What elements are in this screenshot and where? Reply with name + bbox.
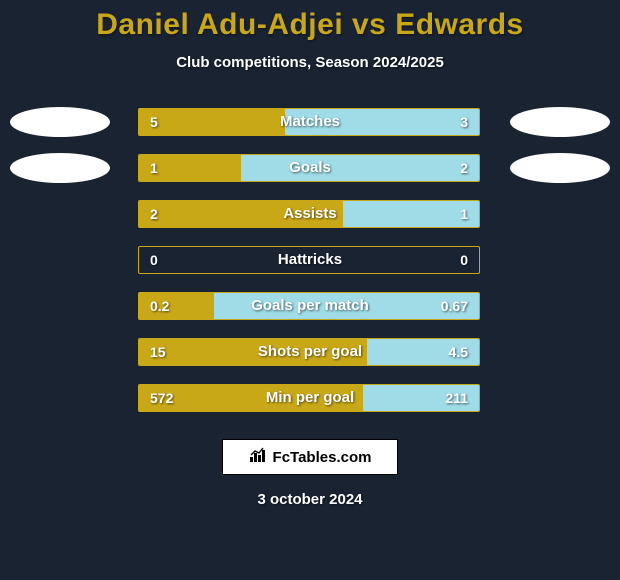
stat-label: Min per goal (0, 384, 620, 412)
stat-label: Hattricks (0, 246, 620, 274)
stat-label: Goals (0, 154, 620, 182)
brand-badge[interactable]: FcTables.com (222, 439, 398, 475)
page-title: Daniel Adu-Adjei vs Edwards (0, 8, 620, 42)
comparison-widget: Daniel Adu-Adjei vs Edwards Club competi… (0, 0, 620, 580)
stat-row: 00Hattricks (0, 237, 620, 283)
stat-label: Assists (0, 200, 620, 228)
stat-label: Goals per match (0, 292, 620, 320)
subtitle: Club competitions, Season 2024/2025 (0, 54, 620, 71)
stat-row: 0.20.67Goals per match (0, 283, 620, 329)
stat-label: Matches (0, 108, 620, 136)
brand-logo-icon (249, 447, 267, 468)
stat-row: 21Assists (0, 191, 620, 237)
stat-row: 572211Min per goal (0, 375, 620, 421)
stat-row: 53Matches (0, 99, 620, 145)
brand-text: FcTables.com (273, 449, 372, 466)
stat-label: Shots per goal (0, 338, 620, 366)
date-label: 3 october 2024 (0, 491, 620, 508)
stat-row: 12Goals (0, 145, 620, 191)
stat-row: 154.5Shots per goal (0, 329, 620, 375)
chart-area: 53Matches12Goals21Assists00Hattricks0.20… (0, 99, 620, 421)
